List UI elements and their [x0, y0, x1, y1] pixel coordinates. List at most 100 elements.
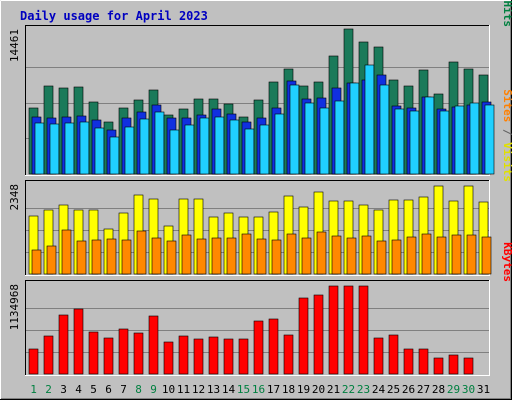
bar-kbytes-day-6 — [103, 337, 114, 375]
bar-kbytes-day-11 — [178, 335, 189, 375]
y-max-label-kbytes: 1134968 — [8, 284, 21, 330]
bar-pages-day-29 — [454, 105, 465, 175]
bar-pages-day-8 — [139, 118, 150, 175]
bar-sites-day-2 — [46, 245, 57, 275]
bar-sites-day-17 — [271, 239, 282, 275]
panel-visits-sites: 2348 Sites / Visits — [8, 89, 512, 276]
x-tick-label: 26 — [402, 383, 415, 396]
x-tick-label: 2 — [45, 383, 52, 396]
bar-pages-day-28 — [439, 110, 450, 175]
x-tick-label: 23 — [357, 383, 370, 396]
series-legend-hits-files-pages: Pages / Files / Hits — [501, 0, 512, 27]
bar-kbytes-day-25 — [388, 334, 399, 375]
bar-pages-day-27 — [424, 96, 435, 175]
x-tick-label: 7 — [120, 383, 127, 396]
bar-kbytes-day-13 — [208, 336, 219, 375]
bar-sites-day-3 — [61, 229, 72, 275]
bar-pages-day-23 — [364, 64, 375, 175]
bar-pages-day-24 — [379, 84, 390, 175]
bar-pages-day-14 — [229, 119, 240, 175]
bar-kbytes-day-4 — [73, 308, 84, 375]
bar-kbytes-day-2 — [43, 335, 54, 375]
series-legend-visits-sites: Sites / Visits — [501, 89, 512, 182]
y-max-label-visits-sites: 2348 — [8, 184, 21, 211]
bar-pages-day-5 — [94, 127, 105, 175]
legend-entry-4: Hits — [501, 1, 512, 28]
bar-pages-day-7 — [124, 126, 135, 175]
bar-sites-day-25 — [391, 239, 402, 275]
bar-pages-day-22 — [349, 82, 360, 175]
x-tick-label: 25 — [387, 383, 400, 396]
x-tick-label: 18 — [282, 383, 295, 396]
x-tick-label: 12 — [192, 383, 205, 396]
legend-entry-0: KBytes — [501, 242, 512, 282]
bar-sites-day-28 — [436, 236, 447, 275]
bar-pages-day-12 — [199, 117, 210, 175]
bar-pages-day-2 — [49, 123, 60, 175]
bar-kbytes-day-17 — [268, 318, 279, 375]
bar-kbytes-day-30 — [463, 357, 474, 375]
x-tick-label: 28 — [432, 383, 445, 396]
x-tick-label: 3 — [60, 383, 67, 396]
bar-sites-day-19 — [301, 237, 312, 275]
bar-kbytes-day-29 — [448, 354, 459, 375]
bar-kbytes-day-1 — [28, 348, 39, 375]
bar-sites-day-23 — [361, 235, 372, 275]
panel-hits-files-pages: 14461 Pages / Files / Hits — [8, 0, 512, 176]
bar-sites-day-27 — [421, 233, 432, 275]
bar-sites-day-4 — [76, 240, 87, 275]
x-tick-label: 8 — [135, 383, 142, 396]
bar-pages-day-25 — [394, 108, 405, 175]
bar-kbytes-day-28 — [433, 357, 444, 375]
x-tick-label: 27 — [417, 383, 430, 396]
y-max-label-hits-files-pages: 14461 — [8, 29, 21, 62]
bar-pages-day-6 — [109, 136, 120, 175]
bar-pages-day-19 — [304, 102, 315, 175]
x-tick-label: 17 — [267, 383, 280, 396]
bar-sites-day-12 — [196, 238, 207, 275]
bar-pages-day-3 — [64, 122, 75, 175]
bar-sites-day-14 — [226, 237, 237, 275]
x-tick-label: 21 — [327, 383, 340, 396]
bar-sites-day-26 — [406, 236, 417, 275]
bar-kbytes-day-15 — [238, 338, 249, 375]
bar-kbytes-day-8 — [133, 332, 144, 375]
x-tick-label: 20 — [312, 383, 325, 396]
bar-kbytes-day-7 — [118, 328, 129, 375]
bar-pages-day-21 — [334, 100, 345, 175]
bar-sites-day-30 — [466, 234, 477, 275]
bar-sites-day-21 — [331, 235, 342, 275]
bar-kbytes-day-9 — [148, 315, 159, 375]
bar-sites-day-1 — [31, 249, 42, 275]
bar-sites-day-29 — [451, 234, 462, 275]
bar-kbytes-day-24 — [373, 337, 384, 375]
bar-sites-day-5 — [91, 239, 102, 275]
x-tick-label: 19 — [297, 383, 310, 396]
bar-sites-day-8 — [136, 230, 147, 275]
bar-pages-day-18 — [289, 84, 300, 175]
bar-pages-day-10 — [169, 129, 180, 175]
bar-pages-day-20 — [319, 107, 330, 175]
bar-kbytes-day-22 — [343, 285, 354, 375]
x-tick-label: 14 — [222, 383, 236, 396]
bar-sites-day-6 — [106, 238, 117, 275]
x-tick-label: 31 — [477, 383, 490, 396]
bar-pages-day-1 — [34, 122, 45, 175]
x-tick-label: 15 — [237, 383, 250, 396]
bar-sites-day-15 — [241, 233, 252, 275]
bar-sites-day-7 — [121, 239, 132, 275]
x-tick-label: 16 — [252, 383, 265, 396]
series-legend-kbytes: KBytes — [501, 242, 512, 282]
x-tick-label: 6 — [105, 383, 112, 396]
bar-sites-day-22 — [346, 237, 357, 275]
bar-kbytes-day-14 — [223, 338, 234, 375]
x-tick-label: 1 — [30, 383, 37, 396]
bar-kbytes-day-26 — [403, 348, 414, 375]
chart-title: Daily usage for April 2023 — [20, 9, 208, 23]
bar-sites-day-13 — [211, 237, 222, 275]
bar-sites-day-10 — [166, 240, 177, 275]
bar-sites-day-9 — [151, 237, 162, 275]
bar-sites-day-20 — [316, 231, 327, 275]
bar-pages-day-4 — [79, 121, 90, 175]
